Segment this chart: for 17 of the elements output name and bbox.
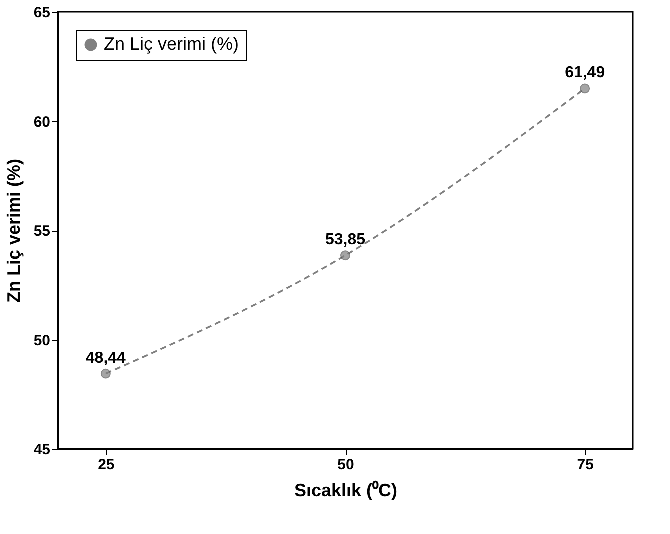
y-tick-label: 60 bbox=[34, 114, 50, 131]
y-tick-label: 50 bbox=[34, 332, 50, 350]
x-tick-label: 25 bbox=[98, 456, 115, 474]
y-tick-label: 65 bbox=[34, 4, 50, 22]
point bbox=[340, 250, 350, 261]
y-axis-title: Zn Liç verimi (%) bbox=[4, 158, 24, 304]
data-label: 48,44 bbox=[86, 350, 126, 367]
x-axis-title: Sıcaklık (⁰C) bbox=[294, 480, 398, 500]
data-label: 53,85 bbox=[325, 232, 366, 249]
y-tick-label: 55 bbox=[34, 223, 50, 240]
y-tick-label: 45 bbox=[34, 442, 50, 458]
point bbox=[580, 84, 590, 94]
x-tick-label: 75 bbox=[577, 456, 594, 474]
legend-label: Zn Liç verimi (%) bbox=[104, 34, 240, 54]
x-tick-label: 50 bbox=[338, 456, 354, 474]
point bbox=[100, 368, 111, 379]
data-label: 61,49 bbox=[565, 64, 606, 82]
